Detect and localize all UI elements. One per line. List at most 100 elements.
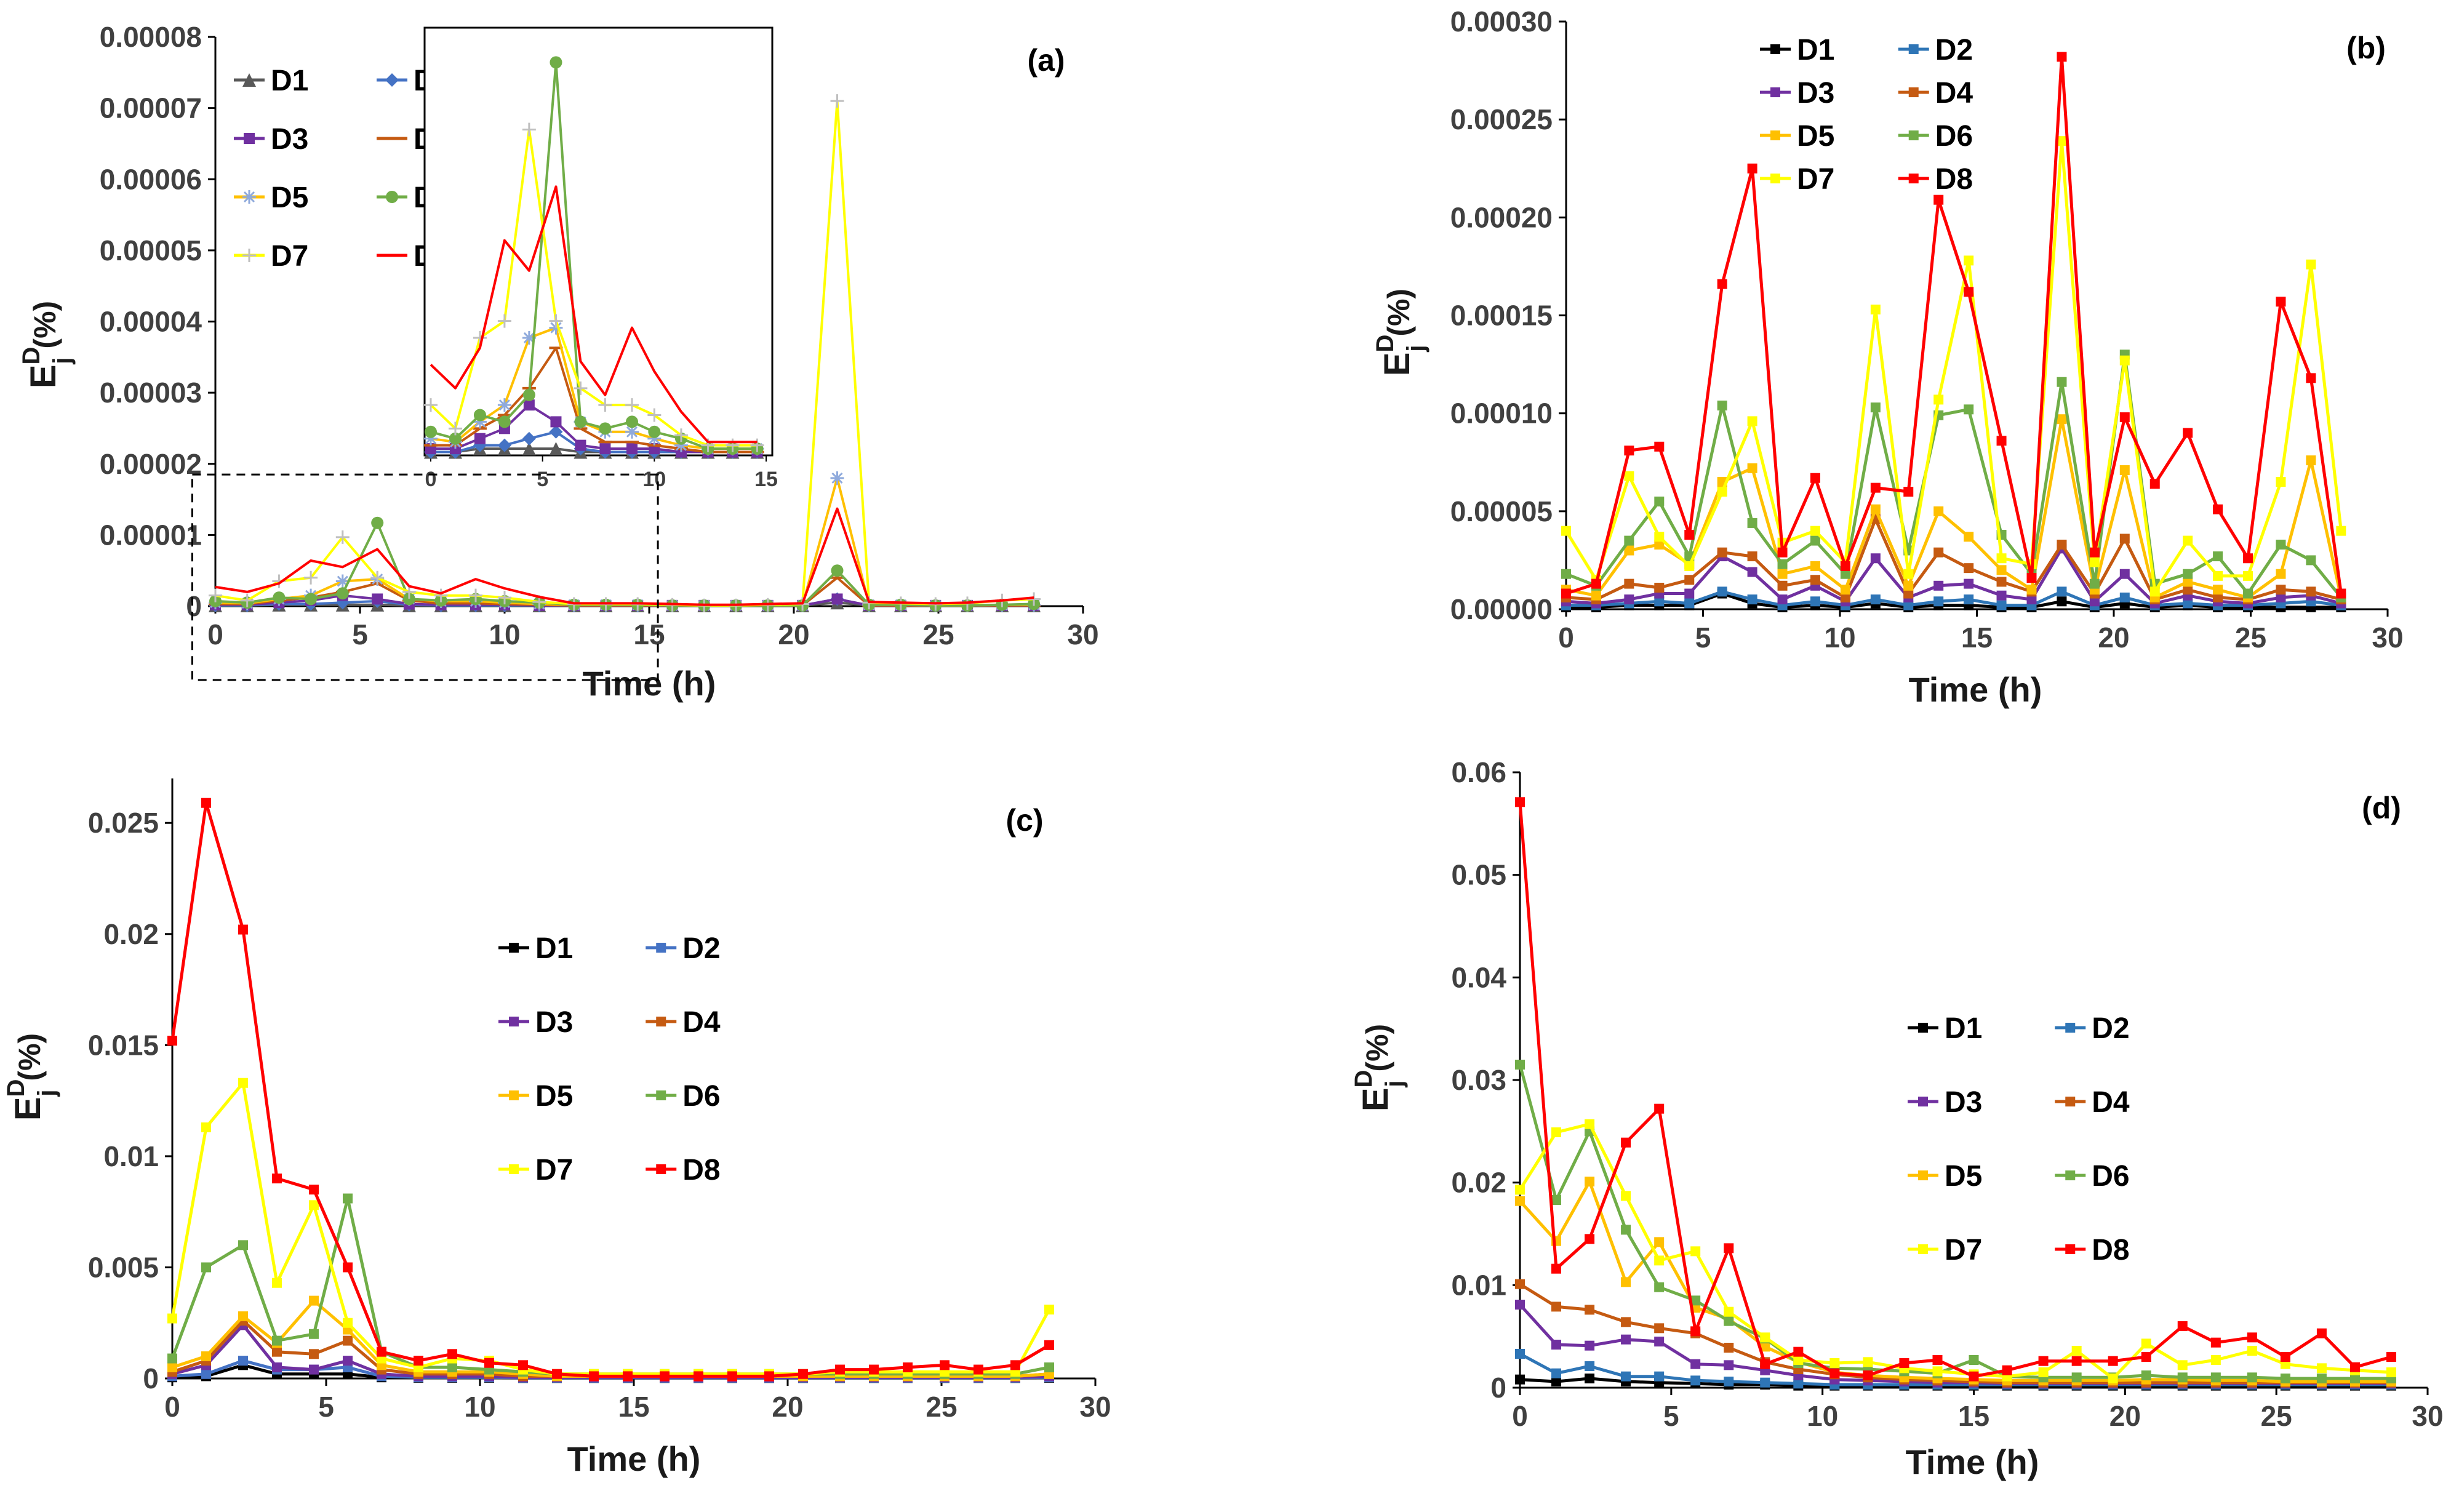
legend-marker-d2 [2065, 1023, 2076, 1033]
legend-label-d2: D2 [2092, 1012, 2129, 1045]
data-point-d2 [1724, 1377, 1734, 1386]
data-point-d7 [304, 570, 318, 585]
data-point-d6 [1969, 1355, 1979, 1365]
legend-marker-d7 [1918, 1244, 1928, 1254]
data-point-d8 [2306, 373, 2316, 383]
data-point-d5 [1760, 1342, 1770, 1352]
data-point-d6 [2276, 539, 2286, 550]
y-axis-title-sub: j [1381, 1080, 1408, 1087]
data-point-d5 [2213, 585, 2223, 595]
data-point-d3 [831, 593, 843, 605]
legend-marker-d1 [1770, 44, 1780, 54]
legend-label-d7: D7 [535, 1154, 573, 1186]
legend-marker-d2 [656, 943, 666, 953]
inset-data-point-d4 [598, 441, 612, 444]
data-point-d8 [2038, 1356, 2049, 1366]
series-line-d5 [1519, 1180, 2391, 1383]
data-point-d1 [2057, 596, 2067, 607]
data-point-d8 [2280, 1352, 2290, 1362]
data-point-d4 [1810, 575, 1820, 585]
data-point-d6 [1515, 1060, 1525, 1070]
x-tick-label: 30 [2412, 1400, 2443, 1432]
data-point-d8 [2386, 1352, 2396, 1362]
data-point-d1 [1515, 1374, 1525, 1385]
y-tick-label: 0.00000 [1450, 593, 1553, 625]
y-tick-label: 0.00015 [1450, 300, 1553, 332]
x-tick-label: 5 [1663, 1400, 1679, 1432]
x-axis-title: Time (h) [567, 1439, 701, 1478]
inset-data-point-d5 [473, 415, 487, 429]
data-point-d5 [1654, 539, 1665, 550]
data-point-d8 [1964, 287, 1974, 297]
inset-data-point-d5 [497, 398, 511, 412]
data-point-d8 [1717, 279, 1727, 289]
inset-data-point-d6 [648, 425, 661, 438]
data-point-d6 [2057, 377, 2067, 387]
legend-marker-d1 [509, 943, 519, 953]
data-point-d3 [1996, 590, 2007, 601]
inset-data-point-d2 [549, 425, 563, 439]
data-point-d5 [201, 1351, 211, 1361]
legend-label-d5: D5 [271, 182, 308, 214]
data-point-d5 [1810, 561, 1820, 571]
data-point-d7 [238, 1078, 248, 1088]
data-point-d7 [2149, 586, 2160, 597]
data-point-d5 [1747, 463, 1757, 473]
legend-marker-d1 [242, 73, 256, 87]
inset-x-tick-label: 10 [642, 468, 666, 491]
data-point-d8 [2071, 1356, 2082, 1366]
data-point-d5 [2057, 414, 2067, 425]
data-point-d6 [1551, 1195, 1561, 1205]
panel-label: (c) [1006, 803, 1043, 838]
data-point-d4 [1515, 1279, 1525, 1289]
inset-data-point-d7 [625, 398, 639, 412]
legend-marker-d6 [656, 1090, 666, 1100]
data-point-d8 [694, 1371, 703, 1382]
data-point-d2 [2119, 592, 2130, 602]
series-line-d7 [1518, 1122, 2392, 1380]
data-point-d8 [2276, 297, 2286, 307]
data-point-d4 [1747, 551, 1757, 562]
data-point-d6 [2280, 1374, 2290, 1383]
legend-marker-d2 [1908, 44, 1919, 54]
legend-label-d8: D8 [1935, 163, 1973, 196]
series-line-d8 [215, 507, 1034, 606]
legend-marker-d4 [385, 137, 399, 140]
x-tick-label: 10 [1824, 622, 1855, 654]
data-point-d8 [2141, 1352, 2151, 1362]
data-point-d7 [1585, 1119, 1595, 1129]
data-point-d8 [1551, 1263, 1561, 1274]
x-tick-label: 20 [2109, 1400, 2141, 1432]
legend-marker-d6 [2065, 1170, 2076, 1180]
data-point-d7 [2210, 1355, 2221, 1365]
x-tick-label: 25 [2235, 622, 2266, 654]
data-point-d6 [2306, 555, 2316, 566]
series-line-d3 [1565, 546, 2342, 605]
data-point-d6 [1690, 1295, 1701, 1306]
data-point-d6 [1810, 535, 1820, 546]
data-point-d8 [2336, 588, 2346, 599]
data-point-d7 [2386, 1367, 2396, 1377]
y-axis-title: ED j (%) [2, 1033, 60, 1121]
data-point-d8 [2108, 1356, 2118, 1366]
data-point-d7 [2213, 570, 2223, 581]
y-axis-title-sup: D [1372, 335, 1399, 353]
y-tick-label: 0.00020 [1450, 201, 1553, 233]
data-point-d4 [1964, 563, 1974, 574]
y-tick-label: 0.005 [88, 1251, 159, 1283]
data-point-d3 [1933, 580, 1944, 591]
data-point-d4 [2276, 585, 2286, 595]
panel-c: 0 0.005 0.01 0.015 0.02 0.025 0 5 10 15 20 25 30 Time… [2, 778, 1111, 1478]
data-point-d6 [831, 564, 844, 577]
y-axis-title-sub: j [49, 357, 76, 364]
data-point-d8 [2316, 1328, 2327, 1338]
data-point-d5 [1933, 506, 1944, 516]
inset-data-point-d6 [626, 415, 638, 428]
data-point-d6 [2177, 1372, 2188, 1383]
data-point-d6 [1870, 402, 1881, 413]
data-point-d1 [1585, 1374, 1595, 1383]
series-line-d8 [1565, 55, 2343, 595]
data-point-d7 [1760, 1332, 1770, 1343]
legend-label-d7: D7 [1797, 163, 1834, 196]
legend-marker-d3 [244, 133, 255, 144]
